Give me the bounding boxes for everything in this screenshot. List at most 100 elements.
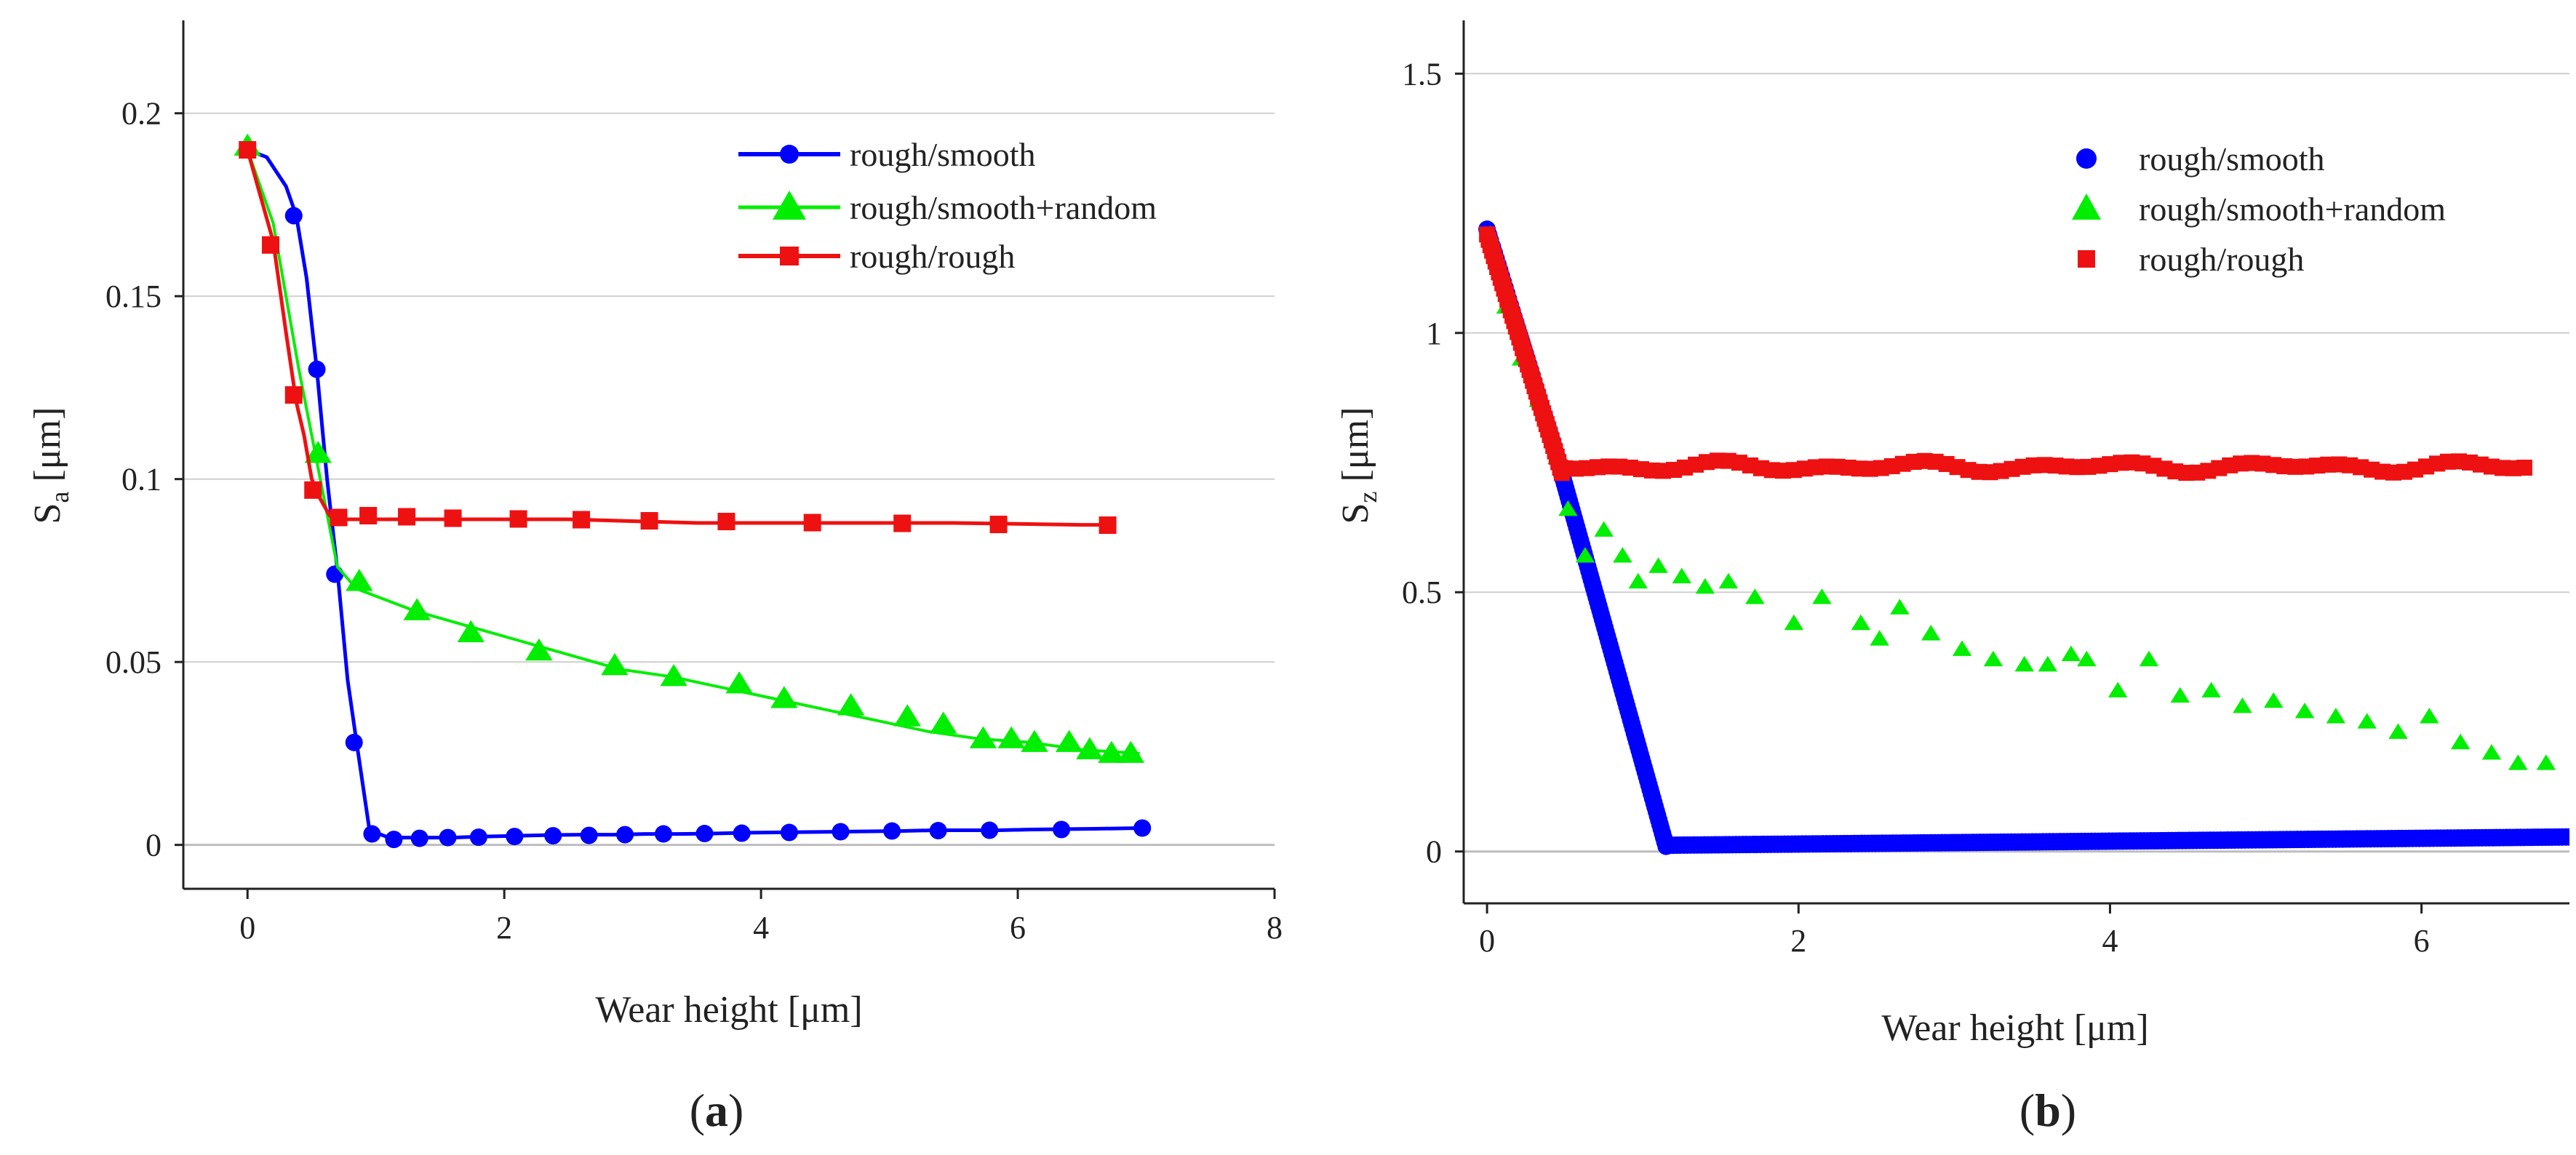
panel-a-y-tick-label-3: 0.15 bbox=[105, 279, 162, 314]
panel-b-series-1-point-35 bbox=[2357, 713, 2377, 729]
panel-b-x-tick-label-3: 6 bbox=[2414, 923, 2430, 959]
panel-a-series-0-point-15 bbox=[733, 824, 751, 842]
panel-b-x-axis-title: Wear height [μm] bbox=[1881, 1007, 2148, 1049]
panel-a-series-2-point-0 bbox=[239, 141, 257, 159]
panel-b-series-1-point-17 bbox=[1851, 614, 1871, 631]
panel-a-series-2-point-10 bbox=[640, 512, 658, 530]
panel-a-series-2-point-15 bbox=[1098, 516, 1117, 535]
panel-a-series-2-point-8 bbox=[509, 510, 527, 528]
panel-a-series-0-point-8 bbox=[469, 828, 487, 847]
panel-a-y-tick-label-4: 0.2 bbox=[121, 96, 162, 132]
panel-a-series-1-point-3 bbox=[403, 598, 431, 620]
panel-a-series-2-point-14 bbox=[989, 516, 1008, 534]
panel-a-series-0-point-4 bbox=[363, 825, 381, 843]
panel-b-series-1-point-7 bbox=[1594, 521, 1614, 537]
panel-b-series-1-point-5 bbox=[1558, 500, 1578, 516]
panel-a-series-0-point-20 bbox=[981, 821, 999, 839]
panel-a-x-tick-label-3: 6 bbox=[1010, 910, 1026, 946]
panel-b-series-1-point-6 bbox=[1575, 547, 1595, 563]
panel-a-series-1-point-19 bbox=[1117, 740, 1145, 763]
panel-b-series-1-point-22 bbox=[1983, 650, 2003, 667]
panel-a-caption-letter: a bbox=[705, 1084, 728, 1136]
panel-a-caption: (a) bbox=[690, 1084, 744, 1136]
panel-b-series-1-point-11 bbox=[1672, 567, 1691, 584]
panel-a-series-2-point-12 bbox=[803, 513, 821, 532]
panel-a-y-tick-label-1: 0.05 bbox=[105, 644, 162, 680]
panel-a-series-0-point-3 bbox=[345, 733, 363, 751]
panel-b-y-axis-title-sub: z bbox=[1353, 492, 1382, 503]
panel-a-series-1-point-6 bbox=[601, 652, 629, 676]
panel-b-x-tick-label-0: 0 bbox=[1479, 923, 1495, 959]
panel-a-series-1-point-14 bbox=[997, 726, 1025, 748]
panel-b-caption: (b) bbox=[2019, 1084, 2076, 1136]
panel-a-series-1-point-10 bbox=[837, 693, 865, 716]
panel-b-series-1-point-20 bbox=[1921, 625, 1941, 641]
panel-b-series-1-point-21 bbox=[1952, 640, 1972, 656]
panel-b-series-0 bbox=[1478, 220, 2569, 855]
panel-a-series-line-1 bbox=[246, 149, 1140, 755]
panel-a-series-1-point-12 bbox=[930, 711, 957, 734]
panel-b-legend: rough/smooth rough/smooth+random rough/r… bbox=[2072, 140, 2446, 278]
panel-a-x-tick-label-1: 2 bbox=[496, 910, 512, 946]
panel-b-x-tick-label-1: 2 bbox=[1790, 923, 1806, 959]
panel-a-series-1 bbox=[234, 133, 1145, 763]
panel-a-series-2-point-1 bbox=[262, 236, 279, 254]
panel-b-x-tick-label-2: 4 bbox=[2102, 923, 2118, 959]
panel-b-series-1-point-10 bbox=[1648, 557, 1668, 573]
panel-b-series-1-point-41 bbox=[2536, 754, 2556, 770]
panel-a-series-1-point-17 bbox=[1076, 737, 1104, 759]
panel-b-caption-close: ) bbox=[2061, 1084, 2076, 1136]
panel-b-series-1 bbox=[1480, 225, 2556, 770]
panel-b-series-1-point-16 bbox=[1812, 588, 1832, 604]
panel-b-legend-swatch-marker-0 bbox=[2076, 148, 2097, 169]
panel-a-series-0-point-16 bbox=[780, 823, 798, 842]
panel-a-series-0-point-12 bbox=[616, 826, 634, 844]
panel-a-y-axis-title-main: S bbox=[27, 503, 68, 524]
panel-a-x-tick-label-2: 4 bbox=[753, 910, 769, 946]
panel-a-series-1-point-9 bbox=[770, 686, 798, 708]
panel-a-y-axis-title: Sa [μm] bbox=[27, 407, 74, 524]
panel-a-y-axis-title-unit: [μm] bbox=[27, 407, 68, 492]
panel-a-y-axis-title-sub: a bbox=[45, 492, 74, 503]
panel-a-series-1-point-7 bbox=[660, 663, 687, 687]
panel-b-caption-letter: b bbox=[2035, 1084, 2061, 1136]
panel-a-series-0-point-18 bbox=[883, 822, 901, 840]
panel-a-legend-item-1: rough/smooth+random bbox=[738, 189, 1157, 226]
panel-a-series-1-point-18 bbox=[1098, 740, 1125, 763]
panel-b-axes bbox=[1462, 20, 2569, 905]
panel-b-series-1-point-37 bbox=[2420, 708, 2439, 724]
panel-b-series-1-point-9 bbox=[1628, 572, 1648, 589]
panel-b-series-1-point-38 bbox=[2450, 733, 2471, 750]
panel-b-series-0-dense-point-389 bbox=[2561, 828, 2569, 846]
panel-b-series-1-point-39 bbox=[2481, 744, 2502, 760]
panel-a-y-tick-label-2: 0.1 bbox=[121, 462, 162, 497]
panel-b-series-1-point-15 bbox=[1784, 614, 1804, 631]
panel-a-legend-swatch-marker-1 bbox=[773, 191, 806, 220]
panel-a-series-2 bbox=[239, 141, 1117, 535]
panel-a-series-2-point-6 bbox=[398, 508, 416, 526]
panel-b-series-2-plateau-point-133 bbox=[2516, 459, 2532, 476]
panel-a-series-0-point-0 bbox=[284, 207, 303, 225]
panel-b-series-1-point-13 bbox=[1718, 572, 1739, 589]
panel-a-legend-label-2: rough/rough bbox=[850, 238, 1015, 275]
panel-a-series-0-point-21 bbox=[1053, 820, 1071, 839]
panel-b-legend-item-1: rough/smooth+random bbox=[2072, 191, 2446, 228]
panel-b-series-1-point-29 bbox=[2170, 687, 2190, 703]
panel-b-series-1-point-26 bbox=[2077, 650, 2097, 667]
panel-a-series-2-point-2 bbox=[284, 386, 303, 404]
panel-a-legend: rough/smooth rough/smooth+random rough/r… bbox=[738, 136, 1157, 275]
panel-a-x-axis-title: Wear height [μm] bbox=[595, 989, 862, 1031]
panel-a-series-0 bbox=[247, 148, 1152, 849]
panel-b-series-1-point-8 bbox=[1613, 547, 1632, 563]
panel-a-series-0-point-5 bbox=[385, 831, 403, 849]
panel-a-series-0-point-2 bbox=[326, 565, 344, 583]
panel-a-legend-item-2: rough/rough bbox=[738, 238, 1015, 275]
panel-b-series-1-point-19 bbox=[1890, 599, 1910, 615]
panel-b-series-1-point-25 bbox=[2061, 645, 2081, 661]
panel-a-series-2-point-4 bbox=[330, 508, 348, 527]
panel-a-legend-swatch-marker-0 bbox=[780, 145, 799, 164]
panel-a-series-0-point-1 bbox=[308, 360, 326, 378]
panel-b-series-1-point-34 bbox=[2326, 708, 2346, 724]
panel-b-series-1-point-12 bbox=[1695, 578, 1715, 594]
